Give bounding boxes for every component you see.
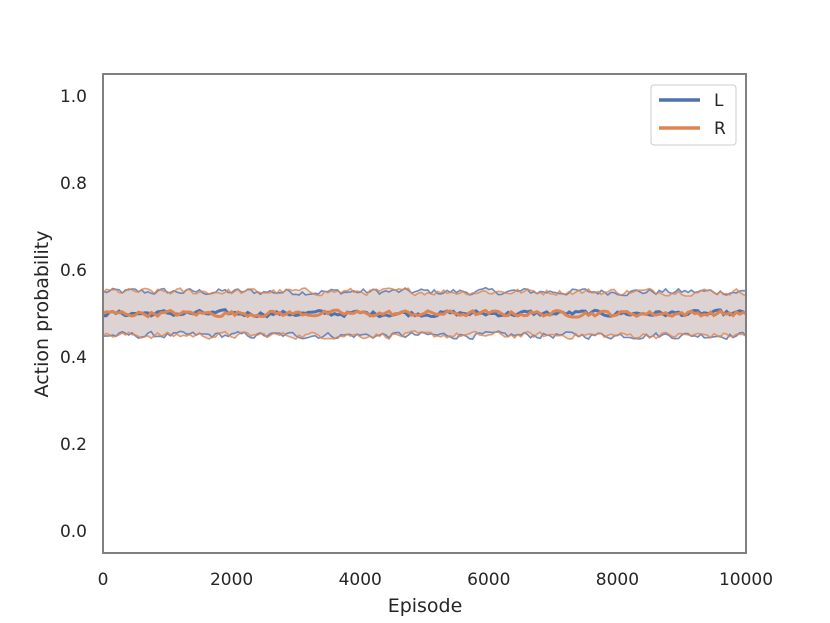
y-tick-label: 0.8: [60, 174, 87, 194]
y-tick-labels: 0.0 0.2 0.4 0.6 0.8 1.0: [60, 87, 87, 542]
x-tick-labels: 0 2000 4000 6000 8000 10000: [98, 570, 773, 590]
y-tick-label: 1.0: [60, 87, 87, 107]
x-tick-label: 6000: [467, 570, 510, 590]
band-lower-R: [102, 330, 747, 341]
x-tick-label: 8000: [596, 570, 639, 590]
legend-label-L: L: [714, 91, 724, 111]
series-lines: [102, 286, 747, 341]
x-axis-title: Episode: [388, 595, 463, 617]
plot-frame: [102, 73, 747, 554]
x-tick-label: 10000: [719, 570, 773, 590]
x-tick-label: 0: [98, 570, 109, 590]
x-tick-label: 2000: [210, 570, 253, 590]
series-line-R: [102, 308, 747, 319]
y-tick-label: 0.6: [60, 261, 87, 281]
y-tick-label: 0.0: [60, 522, 87, 542]
band-upper-R: [102, 287, 747, 297]
legend-label-R: R: [714, 119, 726, 139]
y-tick-label: 0.4: [60, 348, 87, 368]
legend: LR: [650, 84, 737, 146]
y-axis-title: Action probability: [31, 231, 53, 398]
y-tick-label: 0.2: [60, 435, 87, 455]
x-tick-label: 4000: [339, 570, 382, 590]
